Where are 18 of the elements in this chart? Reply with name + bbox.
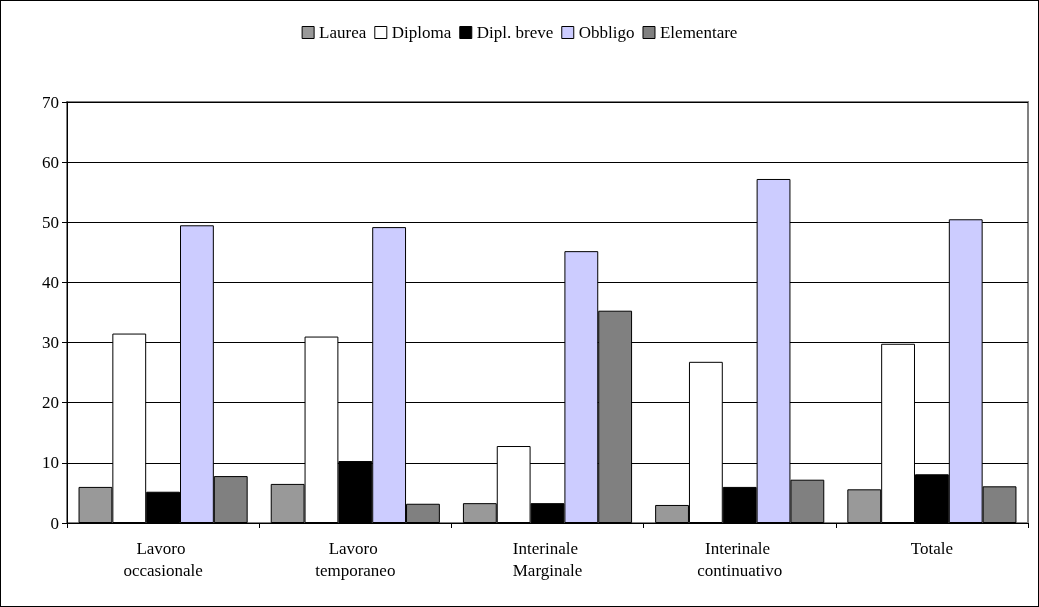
legend-label: Obbligo xyxy=(578,23,635,42)
y-tick-label: 50 xyxy=(42,212,59,232)
legend-label: Laurea xyxy=(319,23,367,42)
y-tick-label: 20 xyxy=(42,393,59,413)
y-tick-label: 10 xyxy=(42,453,59,473)
legend-label: Dipl. breve xyxy=(476,23,554,42)
y-tick-label: 60 xyxy=(42,152,59,172)
x-tick-label: Lavoro temporaneo xyxy=(315,538,396,580)
y-tick-label: 30 xyxy=(42,333,59,353)
y-tick-label: 40 xyxy=(42,272,59,292)
x-tick-label: Interinale Marginale xyxy=(512,538,583,580)
legend-label: Diploma xyxy=(391,23,452,42)
y-tick-label: 0 xyxy=(50,513,59,533)
x-tick-label: Interinale continuativo xyxy=(697,538,783,580)
legend-label: Elementare xyxy=(659,23,738,42)
x-tick-label: Lavoro occasionale xyxy=(123,538,203,580)
y-tick-label: 70 xyxy=(42,92,59,112)
x-tick-label: Totale xyxy=(910,538,954,558)
